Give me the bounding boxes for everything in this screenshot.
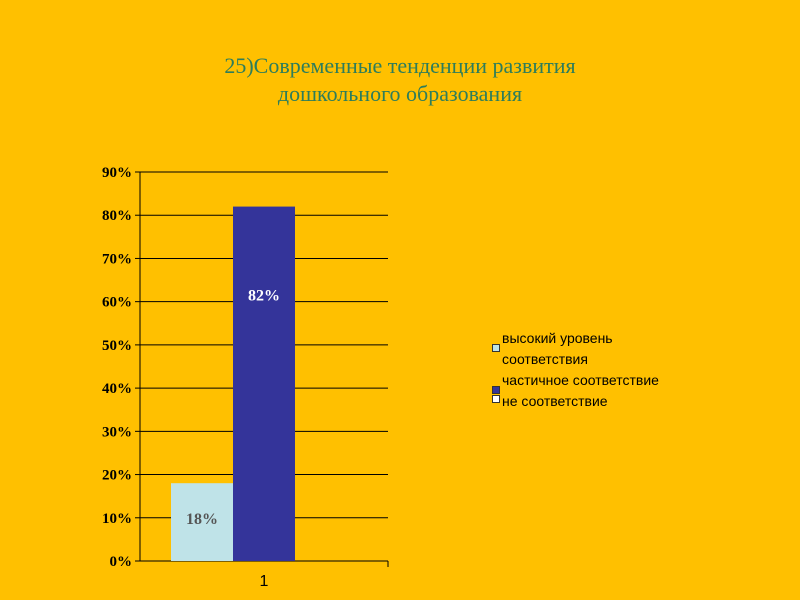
x-category-label: 1 (260, 573, 269, 590)
chart-title-line-2: дошкольного образования (277, 81, 523, 106)
y-tick-label: 0% (110, 554, 133, 570)
y-tick-label: 30% (102, 424, 132, 440)
legend-swatch (492, 386, 500, 394)
y-tick-label: 20% (102, 468, 132, 484)
legend-label: высокий уровень соответствия (502, 330, 613, 367)
y-tick-label: 60% (102, 295, 132, 311)
y-tick-label: 70% (102, 251, 132, 267)
data-label-2: 82% (248, 288, 280, 305)
legend-item: высокий уровень соответствия (492, 328, 672, 370)
data-label-1: 18% (186, 511, 218, 528)
y-tick-label: 40% (102, 381, 132, 397)
y-tick-label: 90% (102, 165, 132, 181)
legend-swatch (492, 395, 500, 403)
legend-item: частичное соответствие (492, 370, 672, 394)
legend-swatch (492, 344, 500, 352)
legend-label: частичное соответствие (502, 372, 659, 388)
legend-item: не соответствие (492, 391, 672, 412)
y-tick-label: 10% (102, 511, 132, 527)
legend: высокий уровень соответствия частичное со… (492, 328, 672, 412)
y-tick-label: 80% (102, 208, 132, 224)
legend-label: не соответствие (502, 393, 608, 409)
chart-title: 25)Современные тенденции развития дошкол… (0, 52, 800, 108)
bar-2 (233, 206, 295, 562)
chart-title-line-1: 25)Современные тенденции развития (224, 53, 576, 78)
y-tick-label: 50% (102, 338, 132, 354)
bar-1 (171, 483, 233, 561)
